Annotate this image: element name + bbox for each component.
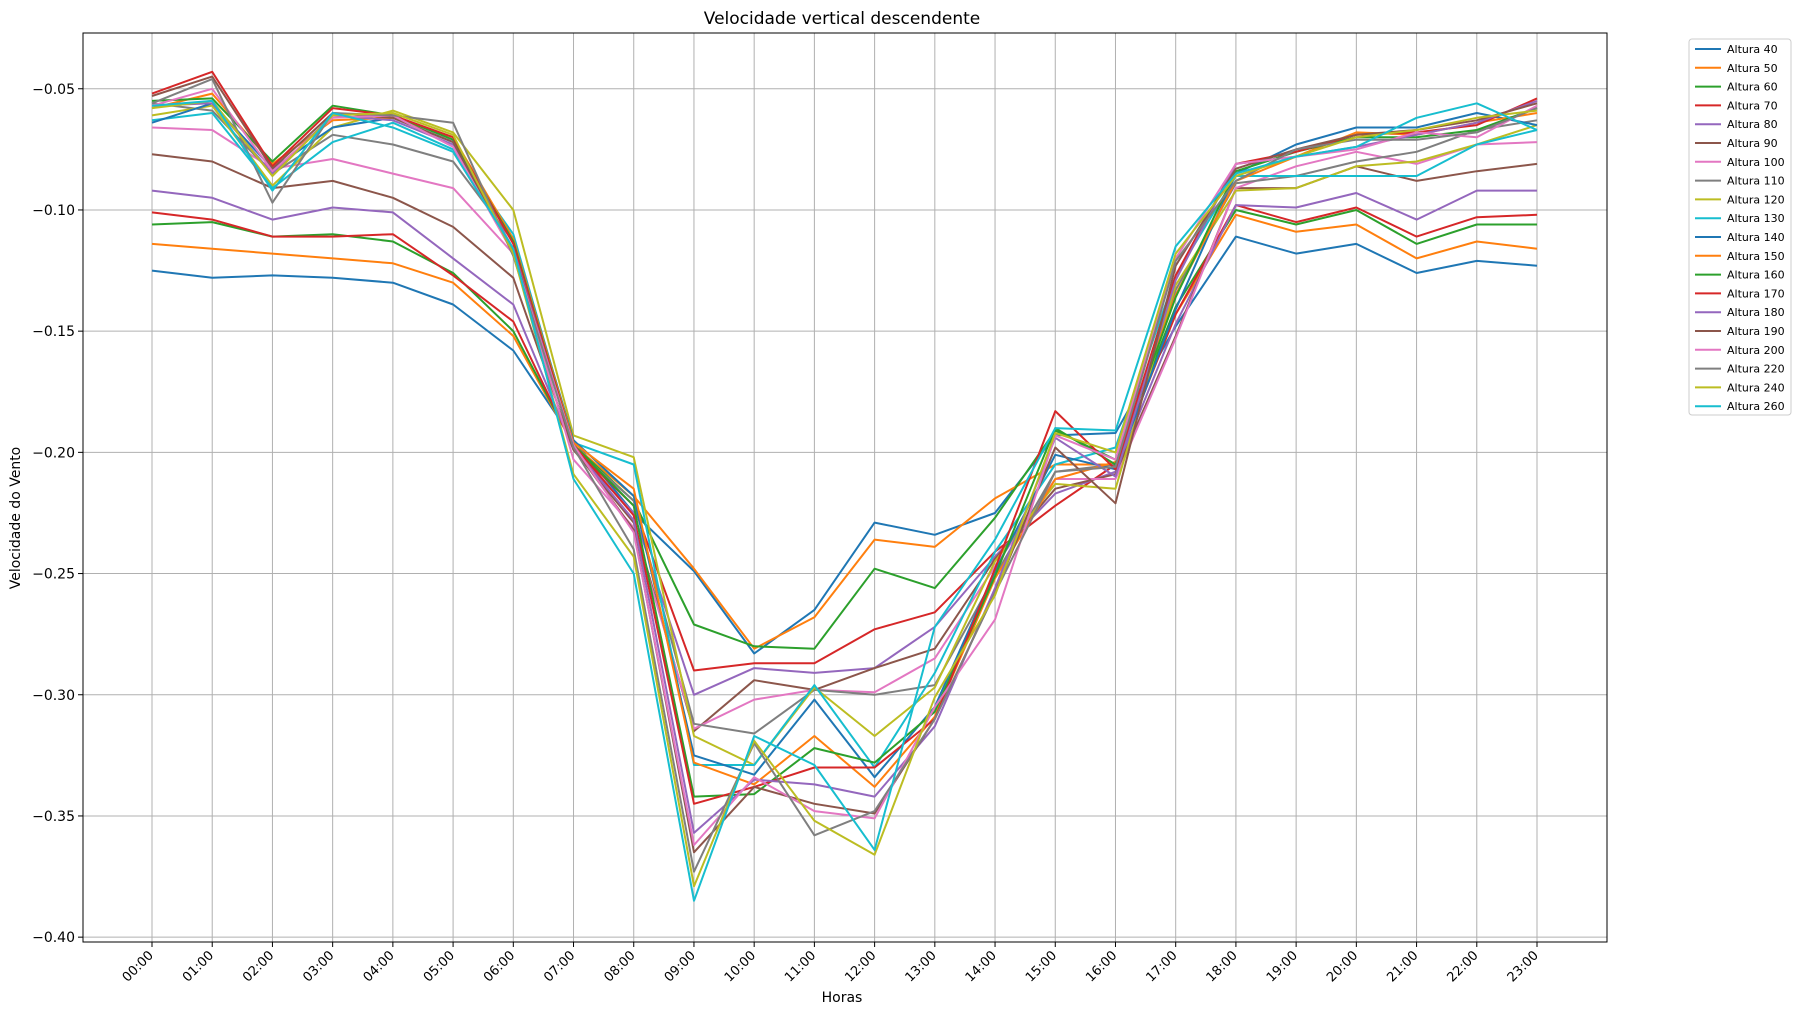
x-tick-label: 18:00 [1204, 948, 1241, 985]
x-tick-label: 04:00 [361, 948, 398, 985]
x-tick-label: 07:00 [541, 948, 578, 985]
series-lines [151, 70, 1538, 902]
x-tick-label: 06:00 [481, 948, 518, 985]
x-tick-label: 17:00 [1143, 948, 1180, 985]
x-tick-label: 16:00 [1083, 948, 1120, 985]
series-line [151, 92, 1538, 788]
series-line [151, 87, 1538, 846]
legend-label: Altura 110 [1727, 175, 1785, 188]
series-line [151, 213, 1538, 650]
y-tick-label: −0.15 [32, 324, 75, 340]
x-tick-label: 09:00 [662, 948, 699, 985]
x-tick-label: 23:00 [1505, 948, 1542, 985]
x-tick-label: 21:00 [1384, 948, 1421, 985]
series-line [151, 189, 1537, 696]
legend-label: Altura 70 [1727, 99, 1778, 112]
plot-frame [82, 32, 1608, 943]
x-tick-label: 02:00 [240, 948, 277, 985]
x-tick-label: 19:00 [1264, 948, 1301, 985]
x-tick-label: 20:00 [1324, 948, 1361, 985]
legend-label: Altura 130 [1727, 212, 1785, 225]
series-line [151, 209, 1537, 650]
x-tick-label: 15:00 [1023, 948, 1060, 985]
legend-label: Altura 160 [1727, 269, 1785, 282]
y-tick-label: −0.40 [32, 930, 75, 946]
x-tick-label: 01:00 [180, 948, 217, 985]
x-tick-label: 08:00 [601, 948, 638, 985]
series-line [151, 204, 1538, 672]
series-line [151, 102, 1538, 779]
series-line [151, 75, 1538, 854]
legend-label: Altura 140 [1727, 231, 1785, 244]
x-axis-label: Horas [822, 990, 863, 1006]
legend-label: Altura 150 [1727, 250, 1785, 263]
y-tick-label: −0.25 [32, 567, 75, 583]
series-line [151, 104, 1538, 766]
x-tick-label: 12:00 [842, 948, 879, 985]
x-axis-ticks: 00:00 01:00 02:00 03:00 04:00 05:00 06:00 07:00… [120, 942, 1542, 985]
y-tick-label: −0.30 [32, 688, 75, 704]
series-line [151, 78, 1538, 873]
y-tick-label: −0.35 [32, 809, 75, 825]
x-tick-label: 13:00 [903, 948, 940, 985]
x-tick-label: 11:00 [782, 948, 819, 985]
legend-label: Altura 220 [1727, 363, 1785, 376]
y-axis-ticks: −0.05 −0.10 −0.15 −0.20 −0.25 −0.30 −0.35 −0.40 [32, 82, 83, 946]
legend-label: Altura 60 [1727, 81, 1778, 94]
legend-label: Altura 170 [1727, 287, 1785, 300]
legend-label: Altura 180 [1727, 306, 1785, 319]
series-line [151, 99, 1538, 902]
y-tick-label: −0.05 [32, 82, 75, 98]
series-line [151, 112, 1538, 769]
x-tick-label: 14:00 [963, 948, 1000, 985]
series-line [151, 99, 1538, 888]
y-axis-label: Velocidade do Vento [8, 447, 24, 590]
y-tick-label: −0.10 [32, 203, 75, 219]
grid [83, 33, 1607, 942]
x-tick-label: 03:00 [300, 948, 337, 985]
series-line [151, 235, 1538, 655]
legend-label: Altura 200 [1727, 344, 1785, 357]
x-tick-label: 10:00 [722, 948, 759, 985]
legend-label: Altura 120 [1727, 193, 1785, 206]
legend-box [1688, 38, 1792, 416]
series-line [151, 70, 1538, 805]
y-tick-label: −0.20 [32, 445, 75, 461]
series-line [151, 102, 1538, 735]
series-line [151, 126, 1538, 730]
legend: Altura 40 Altura 50 Altura 60 Altura 70 Altu… [1688, 38, 1792, 416]
legend-label: Altura 90 [1727, 137, 1778, 150]
series-line [151, 153, 1538, 733]
legend-label: Altura 100 [1727, 156, 1785, 169]
x-tick-label: 05:00 [421, 948, 458, 985]
legend-label: Altura 260 [1727, 400, 1785, 413]
x-tick-label: 22:00 [1445, 948, 1482, 985]
x-tick-label: 00:00 [120, 948, 157, 985]
legend-label: Altura 240 [1727, 381, 1785, 394]
chart-title: Velocidade vertical descendente [704, 9, 980, 29]
legend-label: Altura 80 [1727, 118, 1778, 131]
legend-label: Altura 40 [1727, 43, 1778, 56]
legend-label: Altura 50 [1727, 62, 1778, 75]
legend-label: Altura 190 [1727, 325, 1785, 338]
